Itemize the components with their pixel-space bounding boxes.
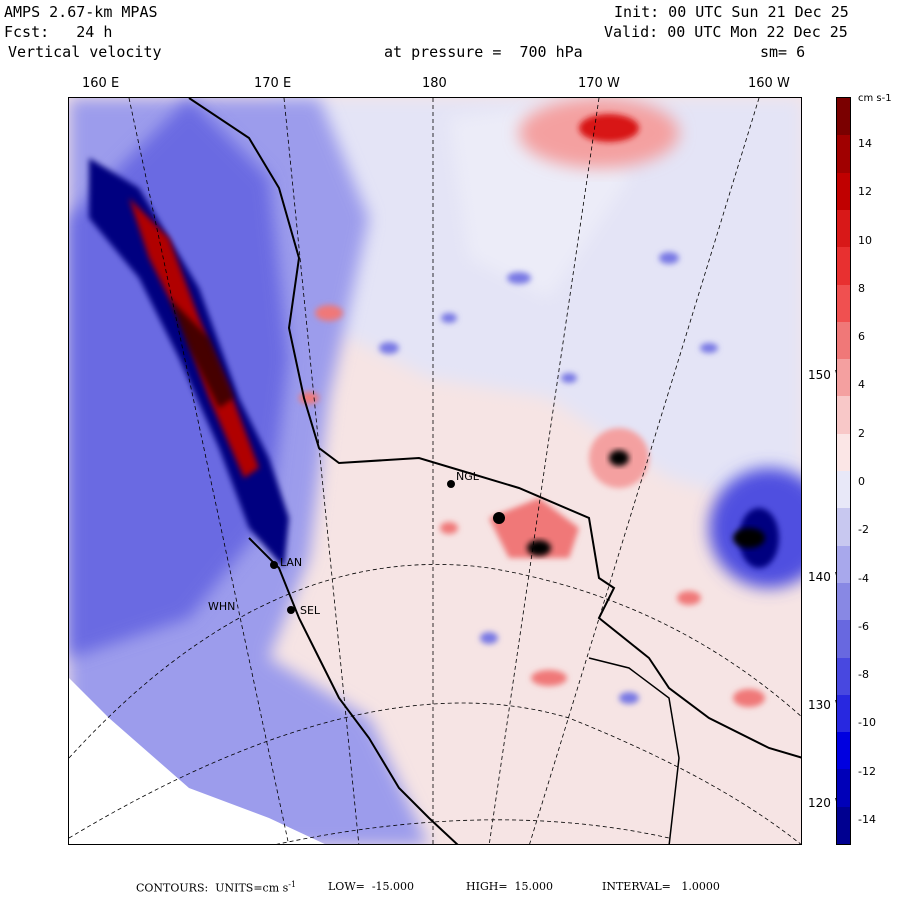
colorbar-segment: [837, 172, 850, 211]
colorbar-tick-label: -12: [858, 764, 876, 778]
colorbar-tick-label: 4: [858, 378, 865, 392]
lon-label-160w: 160 W: [748, 76, 790, 91]
map-ascent-mid: [489, 498, 579, 558]
colorbar-tick-label: 8: [858, 281, 865, 295]
velocity-map: [68, 97, 802, 845]
colorbar-tick-label: 10: [858, 233, 872, 247]
colorbar-tick-label: -4: [858, 571, 869, 585]
colorbar-tick-label: 14: [858, 137, 872, 150]
colorbar-segment: [837, 321, 850, 360]
colorbar-segment: [837, 582, 850, 621]
colorbar-tick-label: -2: [858, 523, 869, 537]
map-graticule: [69, 98, 801, 844]
station-whn: WHN: [208, 600, 236, 613]
field-name: Vertical velocity: [8, 43, 162, 61]
lon-label-160e: 160 E: [82, 76, 120, 91]
colorbar-tick-label: -6: [858, 619, 869, 633]
colorbar-segment: [837, 508, 850, 547]
colorbar-segment: [837, 657, 850, 696]
colorbar-tick-label: 2: [858, 426, 865, 440]
valid-time: Valid: 00 UTC Mon 22 Dec 25: [604, 23, 848, 41]
smoothing: sm= 6: [760, 43, 806, 61]
lon-label-170e: 170 E: [254, 76, 292, 91]
station-markers: [270, 480, 505, 614]
footer-interval: INTERVAL= 1.0000: [602, 880, 720, 893]
colorbar-segment: [837, 98, 850, 136]
colorbar-segment: [837, 135, 850, 174]
colorbar-segment: [837, 620, 850, 658]
footer-contours: CONTOURS: UNITS=cm s-1: [136, 880, 297, 895]
colorbar-segment: [837, 247, 850, 285]
map-coastline: [188, 98, 801, 759]
station-lan: LAN: [280, 556, 303, 569]
model-title: AMPS 2.67-km MPAS: [4, 3, 158, 21]
station-sel: SEL: [300, 604, 321, 617]
colorbar-tick-label: -8: [858, 668, 869, 682]
colorbar-segment: [837, 209, 850, 248]
lon-label-170w: 170 W: [578, 76, 620, 91]
colorbar-segment: [837, 396, 850, 435]
colorbar-segment: [837, 471, 850, 509]
colorbar-segment: [837, 769, 850, 808]
colorbar-segment: [837, 545, 850, 584]
map-no-data: [69, 678, 325, 844]
colorbar-segment: [837, 284, 850, 323]
colorbar-tick-label: 6: [858, 330, 865, 344]
footer-low: LOW= -15.000: [328, 880, 415, 893]
colorbar-segment: [837, 806, 850, 845]
colorbar-tick-label: -14: [858, 813, 876, 826]
station-ngl: NGL: [456, 470, 479, 483]
colorbar-segment: [837, 732, 850, 770]
map-scattered-cells: [379, 252, 718, 704]
forecast-hour: Fcst: 24 h: [4, 23, 113, 41]
map-canvas: [69, 98, 801, 844]
colorbar-tick-label: 12: [858, 185, 872, 199]
pressure-level: at pressure = 700 hPa: [384, 43, 583, 61]
map-region-weak-descent: [269, 98, 801, 518]
colorbar-tick-label: -10: [858, 716, 876, 730]
colorbar-units: cm s-1: [858, 93, 892, 104]
footer-high: HIGH= 15.000: [466, 880, 554, 893]
colorbar: [836, 97, 851, 845]
init-time: Init: 00 UTC Sun 21 Dec 25: [614, 3, 849, 21]
colorbar-segment: [837, 694, 850, 733]
lon-label-180: 180: [422, 76, 447, 91]
colorbar-tick-label: 0: [858, 475, 865, 488]
colorbar-segment: [837, 359, 850, 397]
colorbar-segment: [837, 433, 850, 472]
